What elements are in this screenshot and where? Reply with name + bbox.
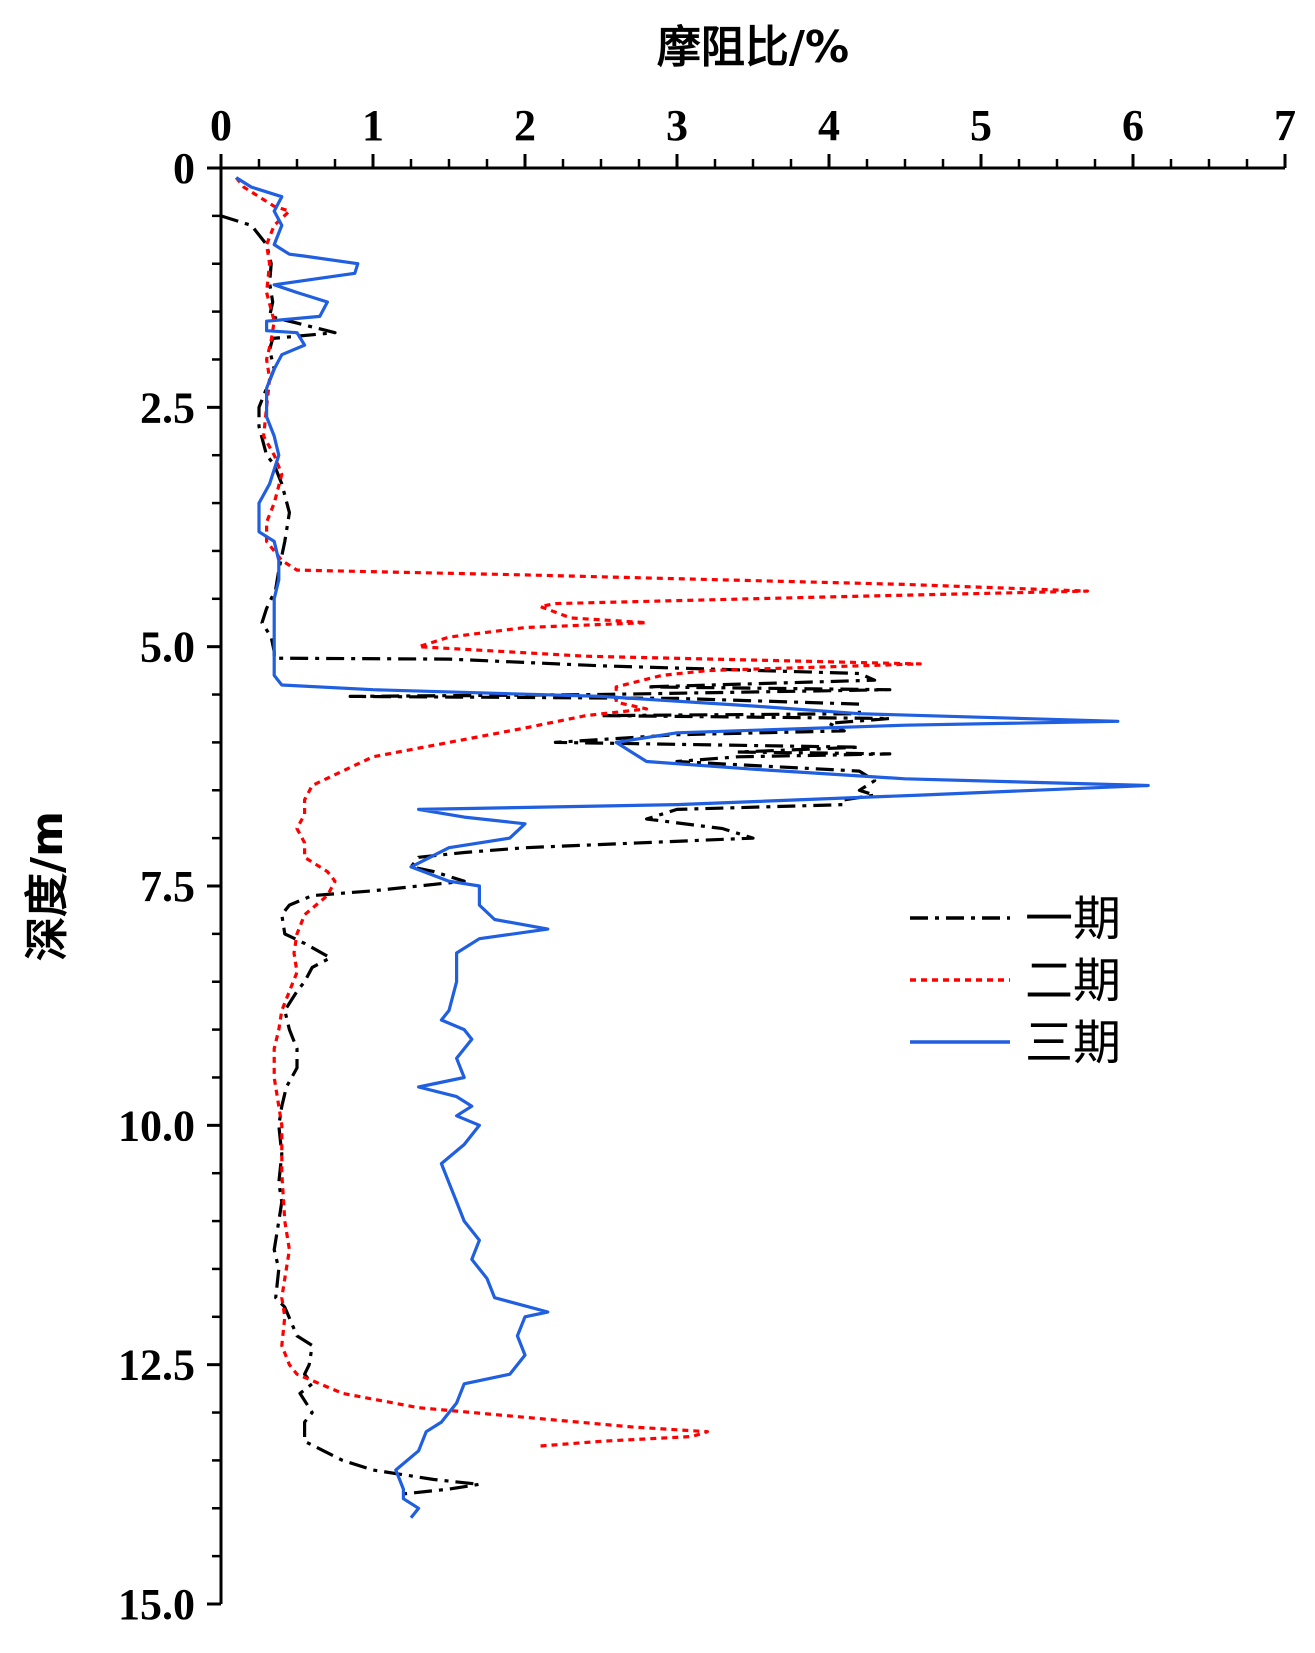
y-tick-label: 2.5 [140, 383, 195, 432]
series-lines [220, 176, 1150, 1519]
y-tick-label: 0 [173, 144, 195, 193]
axes: 0 1 2 3 4 5 6 7 0 2.5 5.0 7.5 10.0 12.5 15.0 [118, 101, 1296, 1629]
x-tick-label: 6 [1122, 101, 1144, 150]
x-tick-label: 3 [666, 101, 688, 150]
x-tick-label: 2 [514, 101, 536, 150]
y-tick-label: 7.5 [140, 862, 195, 911]
series-line-3 [235, 176, 1150, 1519]
x-axis-title: 摩阻比/% [657, 22, 849, 73]
y-tick-label: 15.0 [118, 1580, 195, 1629]
series-line-2 [234, 176, 1089, 1448]
series-line-1 [220, 214, 892, 1496]
legend-label-3: 三期 [1025, 1015, 1121, 1071]
y-axis-title: 深度/m [22, 811, 73, 961]
y-tick-label: 12.5 [118, 1341, 195, 1390]
y-tick-label: 10.0 [118, 1101, 195, 1150]
x-tick-label: 4 [818, 101, 840, 150]
x-tick-label: 1 [362, 101, 384, 150]
y-tick-label: 5.0 [140, 623, 195, 672]
x-tick-label: 7 [1274, 101, 1296, 150]
legend-label-2: 二期 [1025, 953, 1121, 1009]
legend-label-1: 一期 [1025, 891, 1121, 947]
x-tick-label: 5 [970, 101, 992, 150]
x-tick-label: 0 [210, 101, 232, 150]
